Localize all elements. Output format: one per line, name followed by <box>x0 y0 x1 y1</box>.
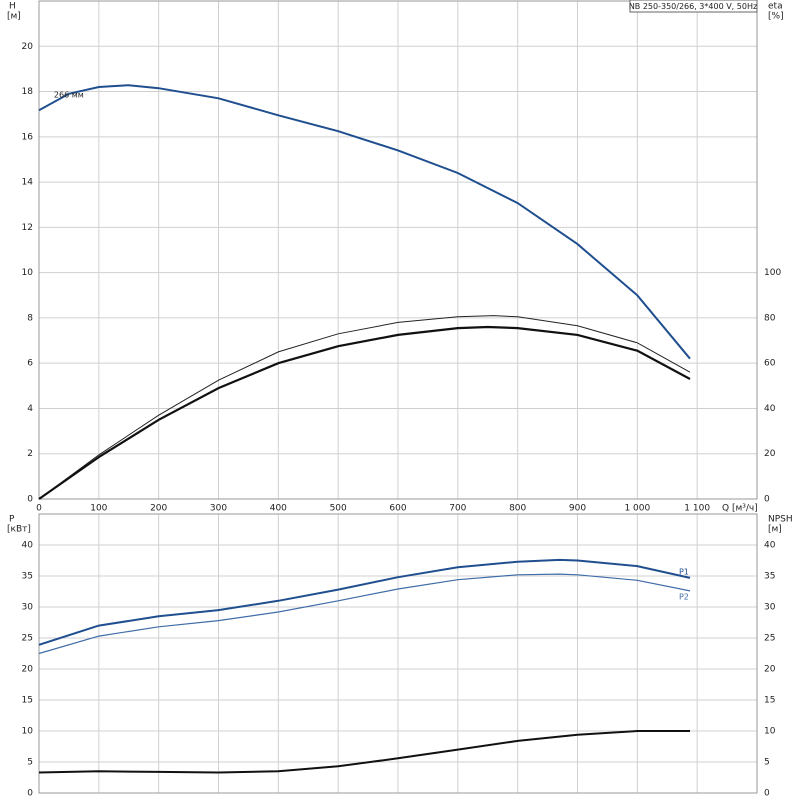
y-tick-label: 15 <box>22 696 33 706</box>
x-tick-label: 500 <box>330 504 347 514</box>
y2-axis-unit: [м] <box>768 525 782 535</box>
x-tick-label: 1 000 <box>624 504 650 514</box>
y-tick-label: 5 <box>27 758 33 768</box>
x-tick-label: 600 <box>389 504 406 514</box>
y-tick-label: 20 <box>22 665 34 675</box>
y-tick-label: 16 <box>22 132 34 142</box>
y-tick-label: 0 <box>27 789 33 799</box>
y-axis-label: H <box>9 2 16 12</box>
curve-label: 266 мм <box>54 90 84 99</box>
y-tick-label: 25 <box>22 634 33 644</box>
curve <box>38 315 691 500</box>
y-axis-unit: [м] <box>7 12 21 22</box>
x-tick-label: 700 <box>449 504 466 514</box>
x-tick-label: 0 <box>36 504 42 514</box>
y-tick-label: 6 <box>27 359 33 369</box>
y2-tick-label: 80 <box>764 313 776 323</box>
chart-title: NB 250-350/266, 3*400 V, 50Hz <box>629 2 757 11</box>
y-tick-label: 14 <box>22 178 34 188</box>
curve <box>38 558 691 646</box>
curve-label: P1 <box>679 567 689 576</box>
y2-tick-label: 40 <box>764 541 776 551</box>
plot-frame <box>38 0 758 500</box>
x-axis-label: Q [м³/ч] <box>722 504 758 514</box>
y2-tick-label: 5 <box>764 758 770 768</box>
y-tick-label: 4 <box>27 404 33 414</box>
y-tick-label: 20 <box>22 42 34 52</box>
y-tick-label: 8 <box>27 313 33 323</box>
x-tick-label: 1 100 <box>684 504 710 514</box>
x-tick-label: 800 <box>509 504 526 514</box>
y2-tick-label: 20 <box>764 665 776 675</box>
y-tick-label: 40 <box>22 541 34 551</box>
y2-tick-label: 0 <box>764 495 770 505</box>
curve <box>38 573 691 655</box>
curve <box>38 325 691 500</box>
y-tick-label: 30 <box>22 603 34 613</box>
y-tick-label: 10 <box>22 727 34 737</box>
y-tick-label: 0 <box>27 495 33 505</box>
curve <box>38 84 691 360</box>
y2-tick-label: 60 <box>764 359 776 369</box>
y2-tick-label: 20 <box>764 449 776 459</box>
title-box <box>629 0 758 13</box>
y2-tick-label: 25 <box>764 634 775 644</box>
y-tick-label: 35 <box>22 572 33 582</box>
y-tick-label: 12 <box>22 223 33 233</box>
y2-axis-label: eta <box>768 2 783 12</box>
y2-tick-label: 10 <box>764 727 776 737</box>
x-tick-label: 400 <box>270 504 287 514</box>
x-tick-label: 200 <box>150 504 167 514</box>
x-tick-label: 300 <box>210 504 227 514</box>
y-axis-unit: [кВт] <box>7 525 31 535</box>
y-tick-label: 10 <box>22 268 34 278</box>
y2-tick-label: 15 <box>764 696 775 706</box>
y2-tick-label: 0 <box>764 789 770 799</box>
x-tick-label: 100 <box>90 504 107 514</box>
y-axis-label: P <box>9 515 15 525</box>
y2-tick-label: 30 <box>764 603 776 613</box>
y2-axis-label: NPSH <box>768 515 793 525</box>
y2-tick-label: 35 <box>764 572 775 582</box>
curve <box>38 730 690 774</box>
y2-axis-unit: [%] <box>768 12 784 22</box>
y2-tick-label: 40 <box>764 404 776 414</box>
y2-tick-label: 100 <box>764 268 781 278</box>
x-tick-label: 900 <box>569 504 586 514</box>
curve-label: P2 <box>679 592 689 601</box>
y-tick-label: 18 <box>22 87 34 97</box>
y-tick-label: 2 <box>27 449 33 459</box>
